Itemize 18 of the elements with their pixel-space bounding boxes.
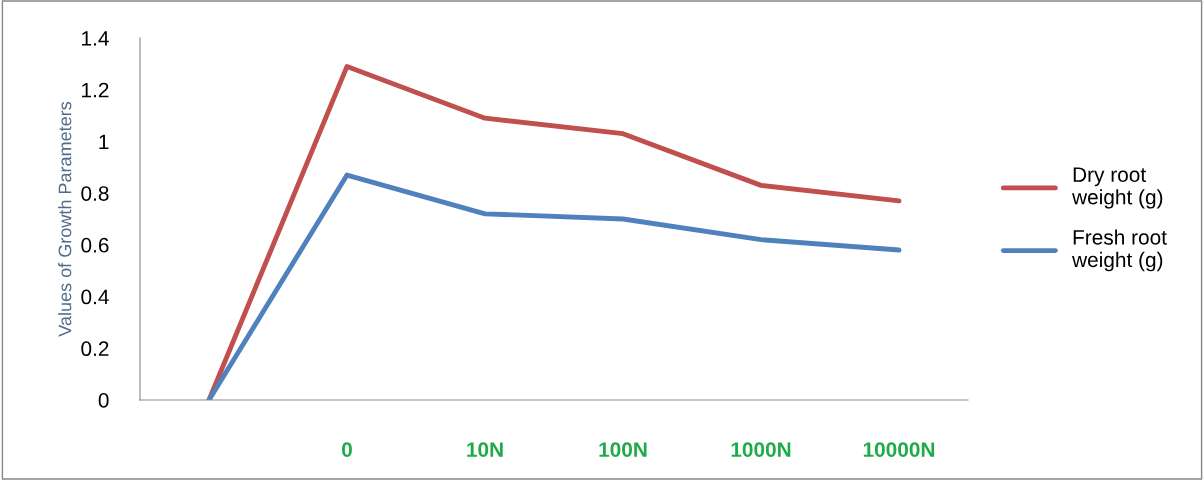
y-tick-label: 1 bbox=[99, 134, 109, 149]
y-tick-label: 0.2 bbox=[81, 341, 109, 357]
y-tick-label: 0 bbox=[98, 393, 109, 408]
y-axis-title: Values of Growth Parameters bbox=[58, 101, 72, 337]
x-tick-label: 10000N bbox=[863, 442, 935, 457]
x-tick-label: 1000N bbox=[731, 442, 791, 457]
line-series bbox=[206, 172, 902, 400]
x-tick-label: 10N bbox=[467, 442, 503, 457]
y-tick-label: 1.2 bbox=[82, 82, 109, 98]
line-series bbox=[206, 64, 902, 400]
y-tick-label: 1.4 bbox=[82, 31, 109, 46]
x-tick-label: 100N bbox=[599, 442, 647, 457]
legend-label: Fresh root weight (g) bbox=[1072, 229, 1167, 272]
y-tick-label: 0.6 bbox=[81, 237, 109, 253]
y-tick-label: 0.8 bbox=[81, 186, 109, 201]
x-tick-label: 0 bbox=[342, 442, 352, 457]
legend-label: Dry root weight (g) bbox=[1072, 167, 1163, 209]
y-tick-label: 0.4 bbox=[81, 289, 109, 305]
